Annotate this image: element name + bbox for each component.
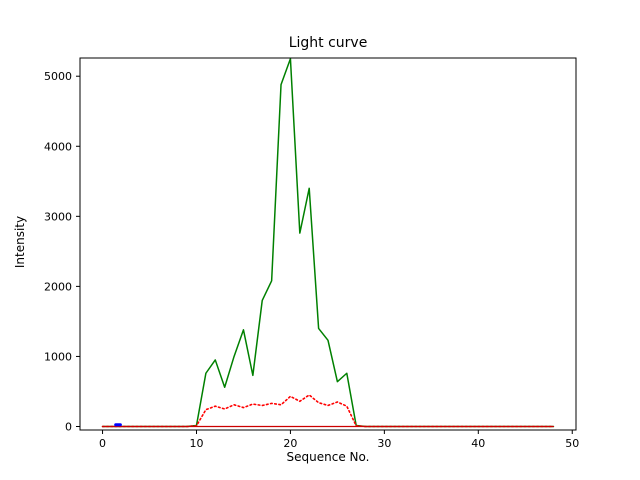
y-tick-label: 4000 xyxy=(44,140,72,153)
series-reference-curve-red-dotted xyxy=(101,394,555,428)
x-tick-label: 50 xyxy=(565,437,579,450)
y-tick-label: 0 xyxy=(65,420,72,433)
x-tick-label: 30 xyxy=(377,437,391,450)
x-axis-label: Sequence No. xyxy=(286,450,370,464)
chart-title: Light curve xyxy=(288,35,368,51)
x-tick-label: 40 xyxy=(471,437,485,450)
axes-spines xyxy=(79,57,577,431)
x-tick-label: 10 xyxy=(189,437,203,450)
y-tick-label: 2000 xyxy=(44,280,72,293)
series-light-curve-green xyxy=(101,57,555,428)
y-tick-label: 3000 xyxy=(44,210,72,223)
x-tick-label: 0 xyxy=(99,437,106,450)
y-tick-label: 5000 xyxy=(44,70,72,83)
x-tick-label: 20 xyxy=(283,437,297,450)
y-tick-label: 1000 xyxy=(44,350,72,363)
